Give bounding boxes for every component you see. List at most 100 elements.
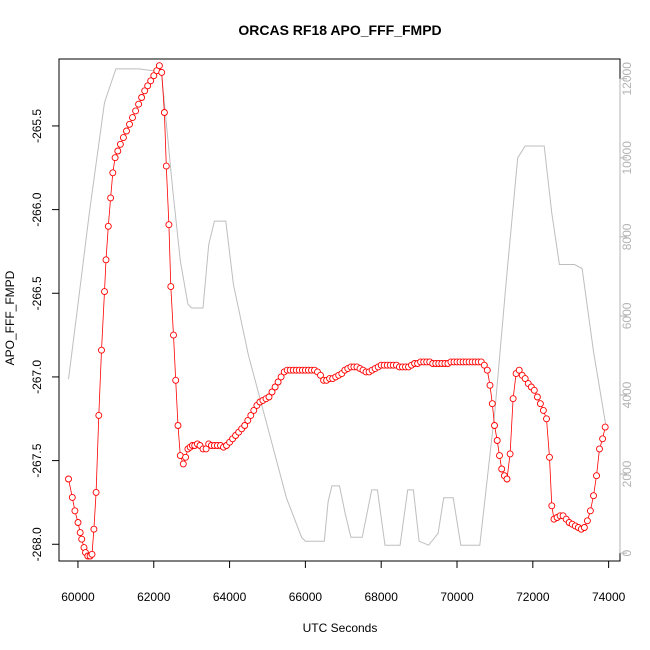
data-point-45 [179,460,187,468]
x-tick-label-66000: 66000 [289,590,323,604]
data-point-183 [586,507,594,515]
data-point-32 [147,77,155,85]
data-point-10 [88,550,96,558]
secondary-series-line [68,68,608,546]
data-point-166 [536,400,544,408]
data-point-4 [76,529,84,537]
data-point-35 [155,62,163,70]
y2-tick-label-6000: 6000 [620,302,634,329]
y2-tick-label-0: 0 [620,549,634,556]
data-point-15 [101,288,108,296]
data-point-18 [107,194,115,202]
chart-title: ORCAS RF18 APO_FFF_FMPD [238,22,441,38]
x-tick-label-68000: 68000 [365,590,399,604]
data-point-42 [172,376,180,384]
y-axis: -268.0 -267.5 -267.0 -266.5 -266.0 -265.5 [30,109,60,561]
data-point-157 [509,395,517,403]
data-point-41 [170,331,177,339]
x-tick-label-60000: 60000 [61,590,95,604]
y-tick-label-2: -267.0 [30,360,44,394]
data-point-5 [78,535,86,543]
data-point-28 [135,100,143,108]
data-point-36 [158,68,166,76]
data-point-146 [480,361,488,369]
data-point-24 [123,127,130,135]
y2-tick-label-12000: 12000 [620,62,634,96]
data-point-149 [488,400,496,408]
x-tick-label-64000: 64000 [213,590,247,604]
data-point-67 [241,422,249,429]
data-point-0 [65,475,72,483]
data-point-148 [486,381,494,389]
x-axis-label: UTC Seconds [303,621,378,635]
y-axis-label: APO_FFF_FMPD [3,270,17,365]
y-tick-label-4: -266.0 [30,192,44,226]
data-point-169 [546,453,553,461]
data-point-187 [599,435,607,443]
data-point-78 [274,378,282,386]
y2-tick-label-10000: 10000 [620,141,634,175]
x-axis: 60000 62000 64000 66000 68000 70000 72000 74000 [61,560,626,604]
data-point-33 [150,72,158,80]
data-point-170 [548,502,556,510]
y2-tick-label-4000: 4000 [620,381,634,408]
data-point-161 [521,375,529,383]
data-point-12 [92,488,100,496]
data-point-1 [68,493,76,501]
data-point-68 [244,416,252,424]
data-point-13 [95,411,103,419]
data-point-20 [111,154,119,162]
data-point-43 [174,422,182,429]
data-point-69 [247,411,255,419]
data-point-156 [506,450,514,458]
x-tick-label-62000: 62000 [137,590,171,604]
data-point-75 [265,393,273,401]
data-point-2 [71,507,79,515]
data-point-150 [491,422,498,429]
secondary-series [68,68,608,546]
data-point-40 [167,283,175,291]
data-point-77 [271,383,279,391]
data-point-29 [138,94,146,101]
data-point-37 [160,109,168,116]
y-tick-label-5: -265.5 [30,109,44,143]
data-point-184 [590,492,597,500]
data-point-167 [539,406,547,414]
y2-tick-label-8000: 8000 [620,223,634,250]
data-point-16 [102,256,110,264]
data-point-31 [144,82,152,90]
data-point-30 [141,87,149,95]
data-point-3 [74,519,82,526]
y-tick-label-0: -268.0 [30,527,44,561]
data-point-14 [98,346,105,354]
data-point-11 [90,525,98,533]
primary-series [65,62,609,560]
data-point-185 [593,472,600,480]
data-point-70 [250,406,258,414]
data-point-152 [496,452,503,460]
x-tick-label-74000: 74000 [592,590,626,604]
y-tick-label-1: -267.5 [30,443,44,477]
data-point-19 [109,169,117,177]
data-point-151 [493,437,501,444]
data-point-147 [483,366,491,374]
data-point-39 [165,221,173,229]
data-point-182 [583,517,591,525]
data-point-92 [317,371,324,379]
data-point-168 [543,415,550,423]
data-point-17 [104,222,112,230]
y-tick-label-3: -266.5 [30,276,44,310]
data-point-79 [277,373,285,381]
primary-series-line [68,64,606,557]
data-point-76 [268,388,276,396]
data-point-27 [132,107,140,115]
data-point-159 [515,366,523,374]
data-point-26 [129,114,136,122]
data-point-165 [533,393,541,401]
y2-axis: 0 2000 4000 6000 8000 10000 12000 [619,62,634,556]
data-point-21 [114,147,122,155]
data-point-22 [116,140,124,148]
x-tick-label-70000: 70000 [440,590,474,604]
data-point-164 [530,386,538,394]
data-point-38 [162,162,170,170]
